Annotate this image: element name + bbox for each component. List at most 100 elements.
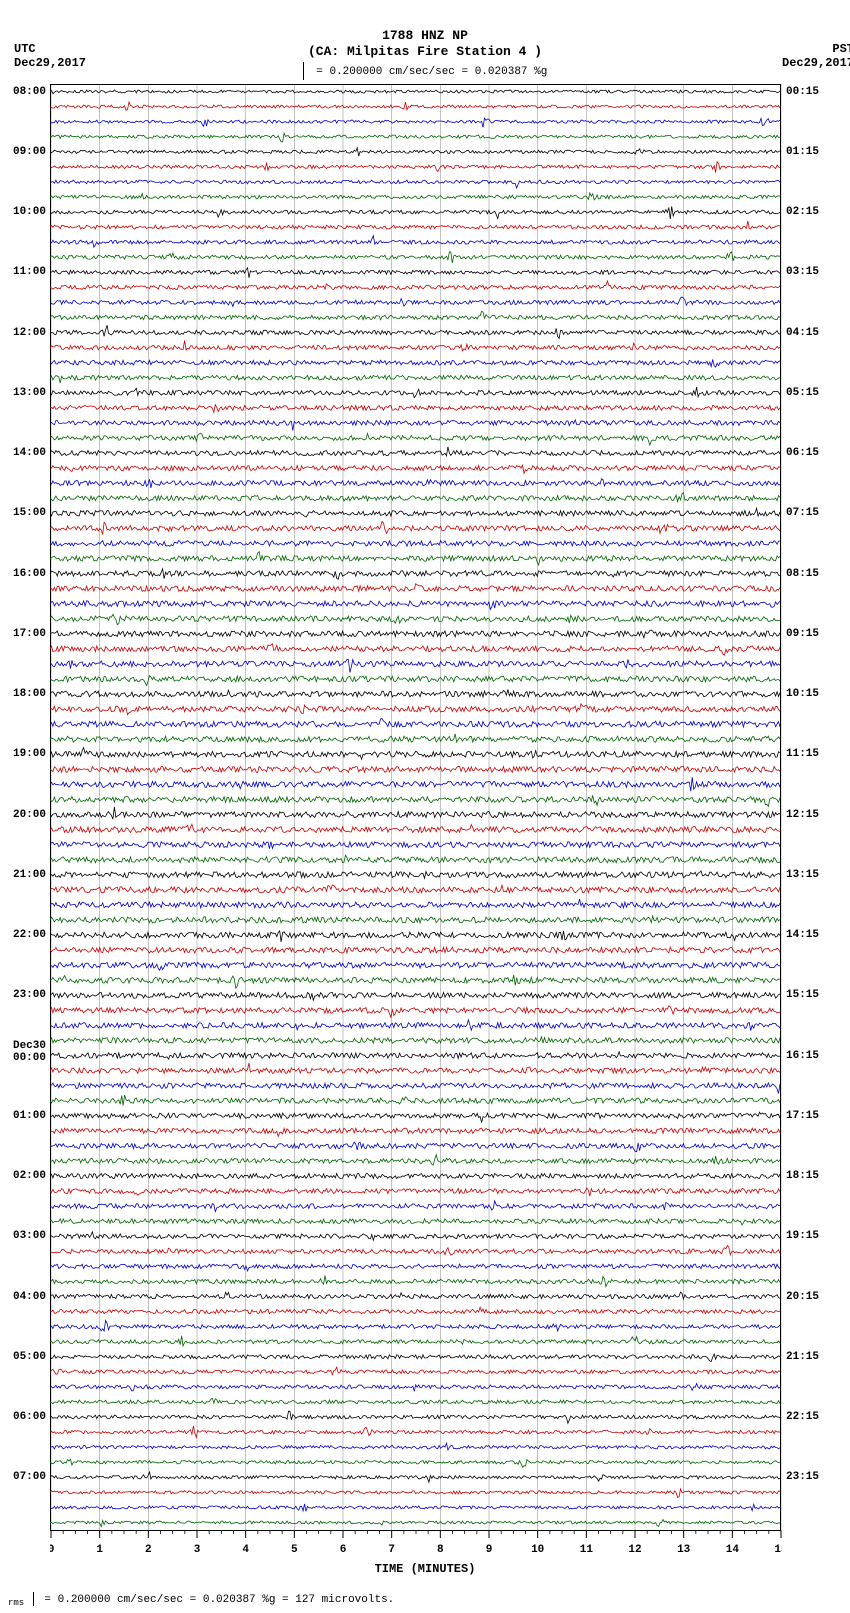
seismic-trace <box>50 311 780 319</box>
seismic-trace <box>50 1367 780 1375</box>
seismic-trace <box>50 297 780 307</box>
seismic-trace <box>50 1411 780 1423</box>
x-tick-label: 10 <box>531 1544 544 1556</box>
utc-hour-label: 03:00 <box>13 1230 46 1242</box>
utc-hour-label: 12:00 <box>13 327 46 339</box>
seismic-trace <box>50 1219 780 1225</box>
utc-hour-label: 18:00 <box>13 688 46 700</box>
seismic-trace <box>50 1426 780 1438</box>
x-tick-label: 12 <box>628 1544 641 1556</box>
seismic-trace <box>50 1142 780 1152</box>
utc-hour-label: 20:00 <box>13 809 46 821</box>
x-axis-label: TIME (MINUTES) <box>0 1562 850 1576</box>
seismic-trace <box>50 1398 780 1404</box>
seismic-trace <box>50 1037 780 1044</box>
seismic-trace <box>50 690 780 698</box>
seismic-trace <box>50 148 780 156</box>
seismic-trace <box>50 1232 780 1241</box>
seismic-trace <box>50 1246 780 1256</box>
seismic-trace <box>50 433 780 445</box>
seismic-trace <box>50 360 780 368</box>
seismic-trace <box>50 340 780 351</box>
pst-hour-label: 17:15 <box>786 1110 819 1122</box>
seismic-trace <box>50 180 780 188</box>
pst-hour-label: 20:15 <box>786 1291 819 1303</box>
seismic-trace <box>50 962 780 970</box>
scale-bar-icon <box>303 62 304 80</box>
seismic-trace <box>50 676 780 686</box>
pst-hour-label: 13:15 <box>786 869 819 881</box>
seismic-trace <box>50 777 780 791</box>
pst-hour-label: 02:15 <box>786 206 819 218</box>
seismic-trace <box>50 521 780 534</box>
utc-hour-label: 01:00 <box>13 1110 46 1122</box>
pst-hour-label: 18:15 <box>786 1170 819 1182</box>
pst-hour-label: 05:15 <box>786 387 819 399</box>
station-title: 1788 HNZ NP <box>0 28 850 43</box>
seismic-trace <box>50 931 780 942</box>
pst-hour-label: 21:15 <box>786 1351 819 1363</box>
seismic-trace <box>50 1354 780 1362</box>
seismic-trace <box>50 899 780 908</box>
tz-left-date: Dec29,2017 <box>14 56 86 70</box>
seismic-trace <box>50 1459 780 1467</box>
seismic-trace <box>50 133 780 142</box>
seismic-trace <box>50 1264 780 1271</box>
seismic-trace <box>50 842 780 849</box>
utc-hour-label: 13:00 <box>13 387 46 399</box>
seismic-trace <box>50 719 780 727</box>
seismic-trace <box>50 1520 780 1527</box>
seismic-trace <box>50 630 780 638</box>
seismic-trace <box>50 162 780 173</box>
seismic-trace <box>50 644 780 655</box>
seismic-trace <box>50 405 780 413</box>
seismic-trace <box>50 734 780 742</box>
x-tick-label: 4 <box>242 1544 249 1556</box>
seismic-trace <box>50 807 780 819</box>
seismic-trace <box>50 493 780 502</box>
tz-left-label: UTC <box>14 42 86 56</box>
seismic-trace <box>50 1292 780 1299</box>
seismic-trace <box>50 420 780 431</box>
seismic-trace <box>50 252 780 263</box>
x-tick-label: 2 <box>145 1544 152 1556</box>
seismic-trace <box>50 1020 780 1031</box>
utc-hour-label: 17:00 <box>13 628 46 640</box>
seismic-trace <box>50 1155 780 1165</box>
seismic-trace <box>50 748 780 760</box>
seismic-trace <box>50 766 780 772</box>
x-tick-label: 8 <box>437 1544 444 1556</box>
utc-hour-label: 10:00 <box>13 206 46 218</box>
helicorder-svg: 0123456789101112131415 <box>50 84 782 1580</box>
seismic-trace <box>50 447 780 456</box>
x-tick-label: 15 <box>774 1544 782 1556</box>
seismic-trace <box>50 1095 780 1106</box>
seismic-trace <box>50 659 780 672</box>
seismic-trace <box>50 1384 780 1392</box>
pst-hour-label: 16:15 <box>786 1050 819 1062</box>
seismic-trace <box>50 375 780 383</box>
pst-hour-label: 11:15 <box>786 748 819 760</box>
seismic-trace <box>50 601 780 610</box>
x-tick-label: 0 <box>50 1544 54 1556</box>
utc-hour-label: 08:00 <box>13 86 46 98</box>
tz-right-date: Dec29,2017 <box>782 56 850 70</box>
utc-hour-label: 07:00 <box>13 1471 46 1483</box>
seismic-trace <box>50 855 780 863</box>
seismic-trace <box>50 1174 780 1179</box>
pst-hour-label: 03:15 <box>786 266 819 278</box>
pst-hour-label: 01:15 <box>786 146 819 158</box>
x-tick-label: 6 <box>340 1544 347 1556</box>
utc-hour-label: 02:00 <box>13 1170 46 1182</box>
seismic-trace <box>50 479 780 488</box>
pst-hour-label: 15:15 <box>786 989 819 1001</box>
pst-hour-label: 14:15 <box>786 929 819 941</box>
tz-right-block: PST Dec29,2017 <box>782 42 850 70</box>
pst-hour-label: 06:15 <box>786 447 819 459</box>
seismic-trace <box>50 206 780 219</box>
seismic-trace <box>50 1336 780 1346</box>
seismic-trace <box>50 1443 780 1450</box>
pst-hour-label: 08:15 <box>786 568 819 580</box>
pst-hour-label: 00:15 <box>786 86 819 98</box>
seismic-trace <box>50 281 780 290</box>
